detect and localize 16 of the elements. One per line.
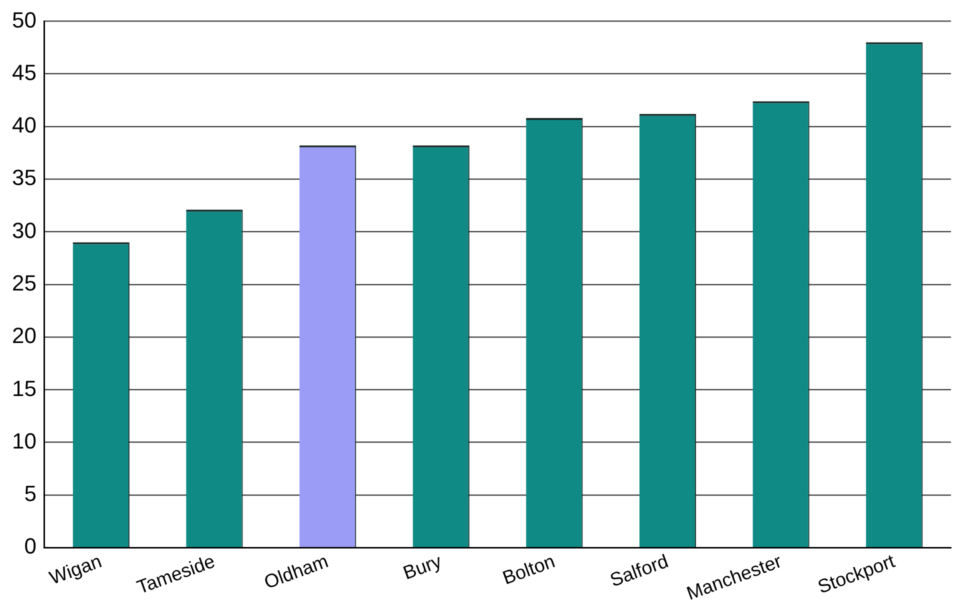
y-tick-label: 50 — [12, 7, 36, 32]
y-tick-label: 0 — [24, 534, 36, 559]
y-tick-label: 5 — [24, 481, 36, 506]
x-tick-label: Bury — [400, 551, 446, 584]
x-tick-label: Bolton — [500, 551, 558, 590]
y-tick-label: 30 — [12, 218, 36, 243]
y-tick-label: 25 — [12, 270, 36, 296]
y-tick-label: 45 — [12, 60, 36, 85]
y-tick-label: 10 — [12, 428, 36, 454]
y-tick-label: 40 — [12, 112, 36, 138]
y-tick-label: 35 — [12, 165, 36, 190]
x-tick-label: Salford — [608, 551, 672, 592]
x-tick-label: Wigan — [46, 551, 105, 590]
y-tick-label: 20 — [12, 323, 36, 348]
y-tick-label: 15 — [12, 376, 36, 401]
x-tick-label: Oldham — [262, 551, 332, 594]
